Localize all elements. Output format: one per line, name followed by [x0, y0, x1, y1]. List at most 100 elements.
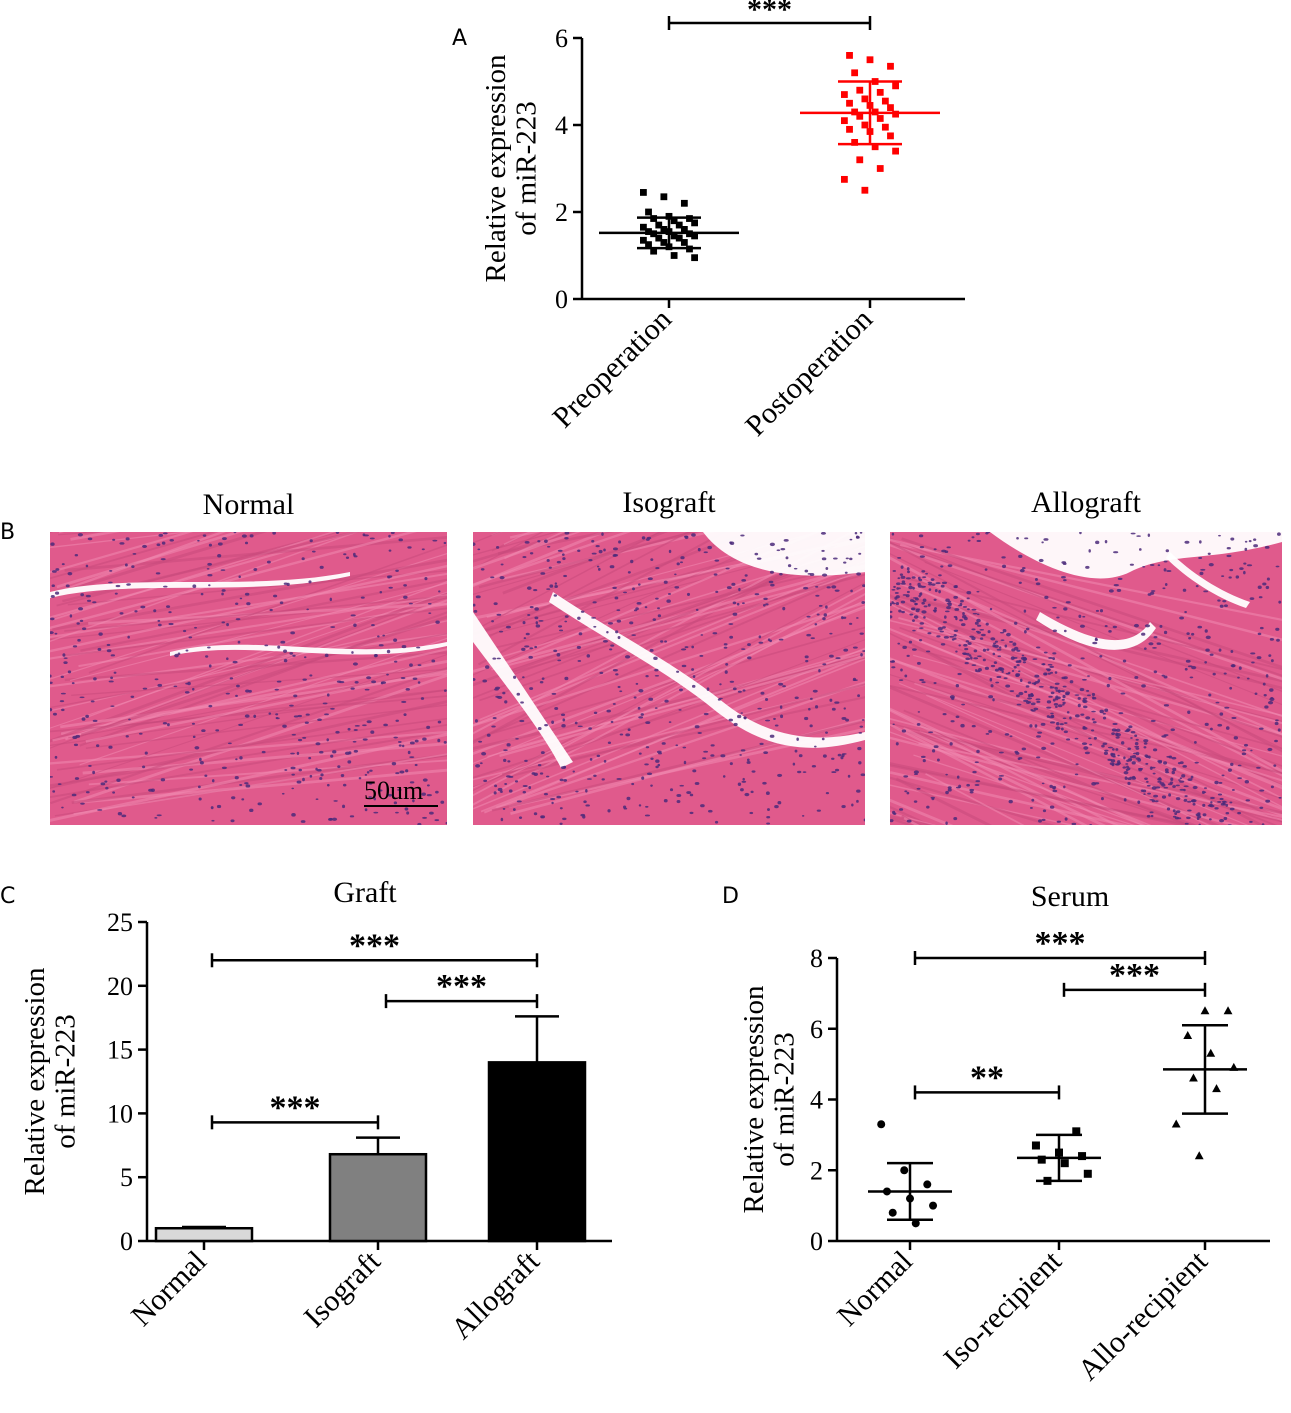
tissue-fiber	[890, 764, 1197, 825]
tissue-nucleus	[912, 619, 915, 623]
tissue-nucleus	[388, 549, 392, 552]
tissue-nucleus	[655, 765, 659, 769]
tissue-nucleus	[1018, 691, 1024, 696]
tissue-nucleus	[857, 694, 861, 698]
tissue-nucleus	[368, 781, 373, 785]
tissue-nucleus	[388, 586, 393, 589]
tissue-nucleus	[1201, 790, 1205, 795]
tissue-nucleus	[409, 756, 415, 759]
tissue-nucleus	[961, 623, 966, 627]
tissue-nucleus	[766, 816, 771, 819]
tissue-nucleus	[1055, 726, 1061, 730]
tissue-nucleus	[529, 552, 534, 555]
tissue-nucleus	[900, 600, 906, 604]
tissue-nucleus	[121, 814, 127, 818]
tissue-nucleus	[766, 822, 771, 825]
tissue-nucleus	[1095, 609, 1100, 612]
panel-d-x-category-label: Iso-recipient	[937, 1244, 1068, 1375]
tissue-nucleus	[1149, 564, 1155, 566]
tissue-nucleus	[50, 617, 55, 621]
tissue-nucleus	[315, 798, 319, 801]
tissue-nucleus	[221, 766, 227, 770]
tissue-nucleus	[591, 552, 597, 555]
tissue-nucleus	[150, 788, 155, 792]
tissue-nucleus	[494, 784, 498, 788]
tissue-nucleus	[782, 606, 786, 611]
tissue-nucleus	[1191, 632, 1195, 636]
tissue-nucleus	[351, 651, 354, 654]
tissue-nucleus	[1253, 544, 1258, 548]
tissue-fiber	[925, 694, 1210, 825]
tissue-nucleus	[1184, 795, 1188, 798]
tissue-nucleus	[1265, 674, 1269, 678]
tissue-nucleus	[208, 543, 212, 547]
tissue-nucleus	[1227, 824, 1232, 825]
tissue-nucleus	[1052, 606, 1057, 609]
tissue-nucleus	[1209, 818, 1212, 821]
tissue-nucleus	[1001, 556, 1006, 559]
tissue-nucleus	[966, 590, 972, 595]
tissue-nucleus	[654, 707, 658, 709]
tissue-nucleus	[679, 561, 684, 564]
tissue-nucleus	[1054, 705, 1058, 708]
tissue-nucleus	[623, 591, 628, 594]
tissue-nucleus	[953, 615, 958, 618]
panel-d-iso-recipient-point	[1037, 1155, 1046, 1164]
tissue-nucleus	[502, 691, 506, 695]
tissue-nucleus	[695, 608, 699, 611]
tissue-nucleus	[1148, 642, 1154, 646]
tissue-nucleus	[142, 765, 146, 769]
panel-a-post-point	[892, 82, 899, 90]
tissue-nucleus	[131, 565, 135, 569]
panel-a-pre-point	[650, 247, 658, 255]
tissue-nucleus	[235, 602, 239, 605]
tissue-nucleus	[955, 683, 960, 688]
tissue-nucleus	[911, 576, 916, 579]
tissue-nucleus	[741, 780, 747, 783]
tissue-nucleus	[561, 723, 566, 728]
panel-a-post-point	[841, 175, 848, 183]
tissue-nucleus	[556, 653, 561, 657]
tissue-nucleus	[657, 763, 661, 767]
tissue-nucleus	[1179, 761, 1184, 765]
tissue-nucleus	[563, 765, 567, 769]
tissue-nucleus	[654, 668, 659, 672]
tissue-nucleus	[1015, 660, 1021, 664]
tissue-nucleus	[989, 607, 993, 611]
tissue-nucleus	[549, 584, 554, 588]
tissue-nucleus	[953, 595, 958, 599]
tissue-nucleus	[644, 763, 649, 766]
tissue-nucleus	[554, 707, 559, 710]
tissue-nucleus	[500, 790, 503, 794]
tissue-fiber	[499, 655, 865, 757]
tissue-nucleus	[1176, 817, 1182, 820]
tissue-nucleus	[1246, 564, 1253, 567]
tissue-nucleus	[387, 793, 393, 797]
tissue-nucleus	[1101, 796, 1104, 801]
tissue-nucleus	[911, 608, 915, 611]
tissue-nucleus	[1110, 759, 1116, 763]
tissue-nucleus	[55, 568, 60, 571]
tissue-nucleus	[1179, 788, 1185, 791]
tissue-nucleus	[1204, 629, 1208, 633]
tissue-nucleus	[922, 758, 926, 763]
tissue-nucleus	[335, 730, 340, 734]
tissue-nucleus	[979, 637, 984, 640]
tissue-nucleus	[958, 644, 962, 647]
tissue-nucleus	[113, 671, 117, 674]
tissue-nucleus	[500, 563, 504, 566]
tissue-nucleus	[205, 655, 209, 658]
tissue-nucleus	[275, 713, 279, 716]
tissue-nucleus	[557, 549, 563, 552]
tissue-nucleus	[291, 733, 296, 736]
tissue-nucleus	[50, 681, 53, 684]
tissue-nucleus	[483, 779, 488, 783]
tissue-nucleus	[522, 621, 526, 625]
panel-d-iso-recipient-point	[1072, 1127, 1081, 1136]
tissue-nucleus	[1018, 757, 1023, 760]
tissue-nucleus	[1124, 776, 1128, 780]
panel-d-allo-recipient-point	[1223, 1006, 1233, 1015]
tissue-nucleus	[1082, 697, 1088, 700]
tissue-nucleus	[1080, 713, 1085, 716]
tissue-nucleus	[915, 597, 919, 601]
